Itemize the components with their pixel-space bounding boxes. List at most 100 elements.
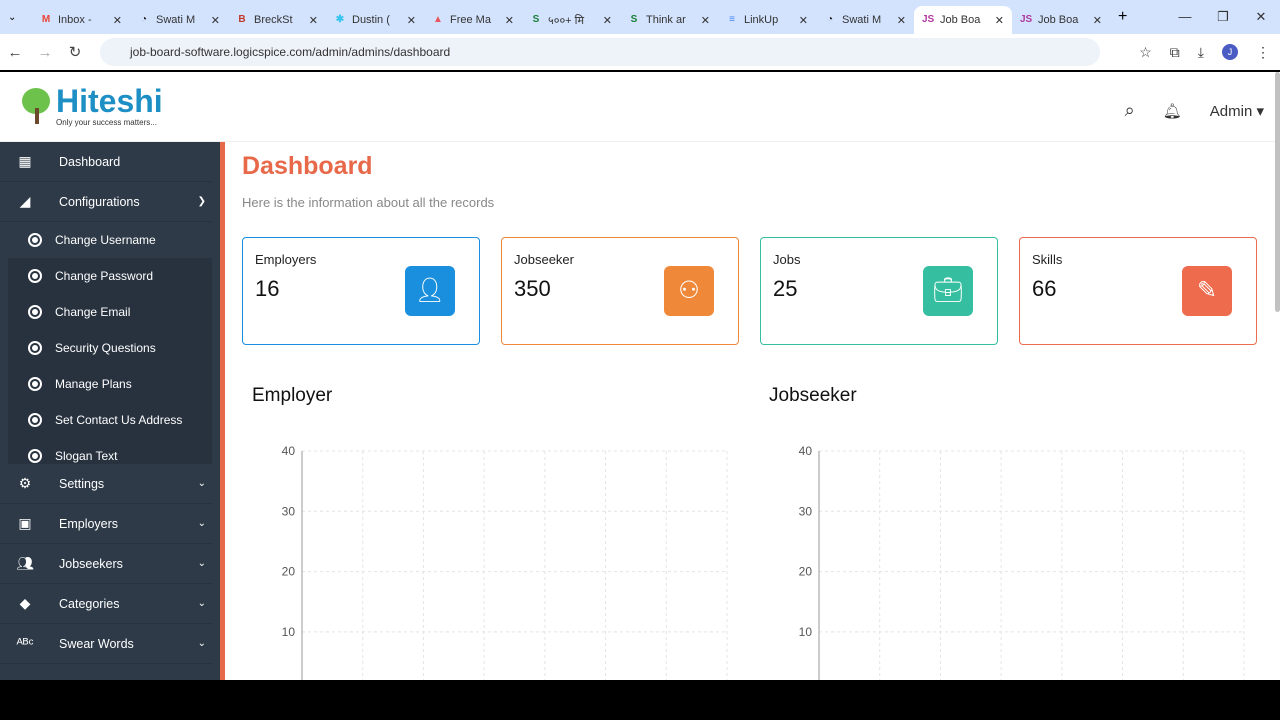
- sidebar-item-configurations[interactable]: ◢ Configurations ❯: [0, 182, 212, 222]
- forward-icon[interactable]: →: [37, 43, 53, 61]
- submenu-item[interactable]: Manage Plans: [8, 366, 212, 402]
- tab-close-icon[interactable]: ✕: [896, 14, 906, 27]
- tab-close-icon[interactable]: ✕: [700, 14, 710, 27]
- page-subtitle: Here is the information about all the re…: [242, 195, 495, 210]
- submenu-item[interactable]: Change Email: [8, 294, 212, 330]
- stat-card-skills[interactable]: Skills 66 ✎: [1019, 237, 1257, 345]
- tab-favicon-icon: S: [532, 14, 540, 25]
- sidebar-item-categories[interactable]: ◆ Categories ⌄: [0, 584, 212, 624]
- card-label: Jobs: [773, 252, 801, 267]
- url-input[interactable]: job-board-software.logicspice.com/admin/…: [100, 38, 1100, 66]
- y-tick-label: 40: [799, 444, 813, 458]
- card-label: Skills: [1032, 252, 1063, 267]
- chevron-up-icon: ❯: [197, 196, 206, 207]
- tab-title: Think ar: [646, 14, 686, 26]
- browser-tab[interactable]: B BreckSt ✕: [228, 6, 326, 34]
- bookmark-star-icon[interactable]: ☆: [1139, 43, 1152, 60]
- tab-title: LinkUp: [744, 14, 779, 26]
- tab-search-icon[interactable]: ⌄: [8, 11, 17, 23]
- site-header: Hiteshi Only your success matters... ⌕ 🔔…: [0, 72, 1280, 142]
- tab-close-icon[interactable]: ✕: [406, 14, 416, 27]
- browser-tab[interactable]: ◔ Swati M ✕: [130, 6, 228, 34]
- browser-tab[interactable]: S Think ar ✕: [620, 6, 718, 34]
- browser-tab[interactable]: ✱ Dustin (✕: [326, 6, 424, 34]
- stat-card-employers[interactable]: Employers 16 👤︎: [242, 237, 480, 345]
- radio-circle-icon: [28, 305, 42, 319]
- stat-card-jobseeker[interactable]: Jobseeker 350 ⚇: [501, 237, 739, 345]
- sidebar-item-jobseekers[interactable]: 👥︎ Jobseekers ⌄: [0, 544, 212, 584]
- browser-tab[interactable]: JS Job Boa ✕: [1012, 6, 1110, 34]
- stat-card-jobs[interactable]: Jobs 25 💼︎: [760, 237, 998, 345]
- tab-favicon-icon: ◔: [140, 14, 148, 25]
- tab-favicon-icon: JS: [1020, 14, 1033, 25]
- tab-close-icon[interactable]: ✕: [210, 14, 220, 27]
- card-label: Employers: [255, 252, 317, 267]
- extensions-icon[interactable]: ⧉: [1169, 43, 1180, 60]
- page-scrollbar[interactable]: [1275, 72, 1280, 312]
- browser-tab[interactable]: ≡ LinkUp ✕: [718, 6, 816, 34]
- browser-tab[interactable]: ◔ Swati M ✕: [816, 6, 914, 34]
- close-window-icon[interactable]: ✕: [1255, 9, 1267, 24]
- browser-tab[interactable]: M Inbox - ✕: [32, 6, 130, 34]
- reload-icon[interactable]: ↻: [68, 44, 82, 61]
- submenu-item[interactable]: Set Contact Us Address: [8, 402, 212, 438]
- tab-close-icon[interactable]: ✕: [798, 14, 808, 27]
- tab-favicon-icon: B: [238, 14, 246, 25]
- swear-words-icon: ᴬᴮᶜ: [16, 634, 34, 651]
- browser-tab[interactable]: ▲ Free Ma ✕: [424, 6, 522, 34]
- categories-icon: ◆: [19, 594, 31, 611]
- chevron-down-icon: ⌄: [197, 558, 206, 569]
- tab-close-icon[interactable]: ✕: [504, 14, 514, 27]
- browser-tab[interactable]: JS Job Boa ✕: [914, 6, 1012, 34]
- sidebar-item-settings[interactable]: ⚙ Settings ⌄: [0, 464, 212, 504]
- new-tab-button[interactable]: +: [1118, 8, 1128, 25]
- tab-favicon-icon: ▲: [433, 14, 443, 25]
- submenu-item[interactable]: Change Username: [8, 222, 212, 258]
- minimize-icon[interactable]: —: [1178, 9, 1192, 24]
- settings-icon: ⚙: [18, 474, 32, 491]
- chevron-down-icon: ⌄: [197, 598, 206, 609]
- chart-title-jobseeker: Jobseeker: [769, 385, 857, 406]
- page-title: Dashboard: [242, 152, 373, 180]
- profile-avatar[interactable]: J: [1222, 44, 1238, 60]
- y-tick-label: 40: [282, 444, 296, 458]
- chevron-down-icon: ⌄: [197, 638, 206, 649]
- sidebar-item-swear-words[interactable]: ᴬᴮᶜ Swear Words ⌄: [0, 624, 212, 664]
- card-icon: ✎: [1182, 266, 1232, 316]
- browser-tab[interactable]: S ५००+ मि ✕: [522, 6, 620, 34]
- submenu-item[interactable]: Slogan Text: [8, 438, 212, 464]
- sidebar-item-dashboard[interactable]: ▦ Dashboard: [0, 142, 212, 182]
- logo[interactable]: Hiteshi Only your success matters...: [20, 84, 163, 128]
- card-value: 66: [1032, 276, 1057, 301]
- tab-close-icon[interactable]: ✕: [112, 14, 122, 27]
- tab-favicon-icon: ✱: [335, 14, 345, 25]
- submenu-item[interactable]: Security Questions: [8, 330, 212, 366]
- employer-chart: 40 30 20 10: [282, 444, 728, 680]
- tab-close-icon[interactable]: ✕: [1092, 14, 1102, 27]
- card-icon: 👤︎: [405, 266, 455, 316]
- chevron-down-icon: ⌄: [197, 518, 206, 529]
- card-icon: 💼︎: [923, 266, 973, 316]
- back-icon[interactable]: ←: [7, 43, 23, 61]
- search-icon[interactable]: ⌕: [1124, 100, 1135, 120]
- notification-bell-icon[interactable]: 🔔︎: [1162, 102, 1182, 120]
- chart-title-employer: Employer: [252, 385, 333, 406]
- sidebar-item-employers[interactable]: ▣ Employers ⌄: [0, 504, 212, 544]
- download-icon[interactable]: ⤓: [1197, 43, 1204, 60]
- tab-close-icon[interactable]: ✕: [602, 14, 612, 27]
- page: Hiteshi Only your success matters... ⌕ 🔔…: [0, 72, 1280, 680]
- card-value: 350: [514, 276, 551, 301]
- tab-title: Swati M: [842, 14, 882, 26]
- submenu-item[interactable]: Change Password: [8, 258, 212, 294]
- tab-close-icon[interactable]: ✕: [308, 14, 318, 27]
- tab-close-icon[interactable]: ✕: [994, 14, 1004, 27]
- admin-menu[interactable]: Admin ▾: [1209, 102, 1264, 120]
- y-tick-label: 30: [282, 504, 296, 518]
- restore-icon[interactable]: ❐: [1217, 9, 1229, 24]
- menu-icon[interactable]: ⋮: [1256, 43, 1270, 60]
- tagline: Only your success matters...: [56, 118, 157, 127]
- tab-title: ५००+ मि: [548, 14, 585, 27]
- y-tick-label: 30: [799, 504, 813, 518]
- y-tick-label: 20: [799, 565, 813, 579]
- radio-circle-icon: [28, 233, 42, 247]
